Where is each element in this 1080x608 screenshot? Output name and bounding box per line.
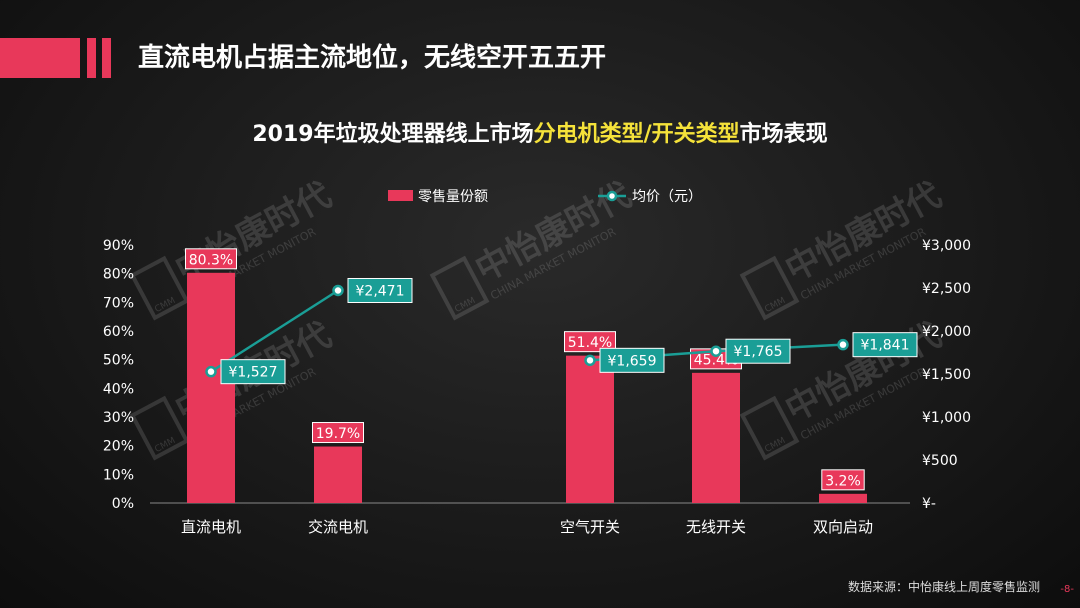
bar	[566, 355, 614, 503]
y-right-tick-label: ¥500	[922, 453, 958, 469]
legend-label-bar: 零售量份额	[418, 189, 488, 205]
bar-data-label-box	[564, 331, 616, 353]
title-accent-bar-stripe-2	[102, 38, 111, 78]
line-point	[332, 284, 344, 297]
watermark-logo-box	[739, 255, 800, 321]
legend-label-line: 均价（元）	[632, 189, 702, 205]
bar-data-label: 19.7%	[316, 426, 360, 442]
watermark-logo-box	[739, 395, 800, 461]
y-left-tick-label: 60%	[103, 324, 134, 340]
line-point	[584, 354, 596, 367]
legend-swatch-bar	[388, 190, 413, 201]
line-data-label: ¥1,527	[229, 365, 278, 381]
watermark-logo-box	[429, 255, 490, 321]
watermark-logo-box	[129, 395, 190, 461]
bar	[692, 372, 740, 503]
data-source-note: 数据来源：中怡康线上周度零售监测	[847, 580, 1040, 594]
bar	[187, 272, 235, 503]
chart-title: 2019年垃圾处理器线上市场分电机类型/开关类型市场表现	[0, 116, 1080, 148]
chart-title-part-2: 分电机类型/开关类型	[533, 122, 740, 147]
bar-data-label: 3.2%	[825, 473, 861, 489]
y-left-tick-label: 10%	[103, 467, 134, 483]
title-accent-bar-main	[0, 38, 80, 78]
y-left-tick-label: 90%	[103, 238, 134, 254]
y-right-tick-label: ¥-	[922, 496, 936, 512]
x-tick-label: 交流电机	[308, 518, 368, 536]
chart-title-part-3: 市场表现	[739, 122, 828, 147]
x-tick-label: 无线开关	[686, 518, 746, 536]
legend-swatch-point	[606, 190, 618, 202]
line-point	[710, 345, 722, 357]
y-left-tick-label: 70%	[103, 295, 134, 311]
page-number: -8-	[1060, 584, 1074, 595]
line-data-label-box	[599, 347, 665, 373]
y-left-tick-label: 20%	[103, 439, 134, 455]
bar	[819, 493, 867, 503]
y-right-tick-label: ¥2,000	[922, 324, 971, 340]
line-data-label: ¥1,659	[608, 353, 657, 369]
line-data-label-box	[725, 338, 791, 364]
line-data-label-box	[347, 277, 413, 303]
y-left-tick-label: 0%	[112, 496, 134, 512]
line-point	[205, 365, 217, 378]
line-data-label: ¥2,471	[356, 283, 405, 299]
y-left-tick-label: 40%	[103, 381, 134, 397]
line-series	[210, 289, 339, 373]
bar	[314, 446, 362, 503]
bar-data-label: 80.3%	[189, 252, 233, 268]
bar-data-label-box	[185, 248, 237, 270]
y-right-tick-label: ¥2,500	[922, 281, 971, 297]
line-data-label-box	[852, 332, 918, 358]
line-data-label: ¥1,765	[734, 344, 783, 360]
y-right-tick-label: ¥3,000	[922, 238, 971, 254]
page-title: 直流电机占据主流地位，无线空开五五开	[138, 43, 607, 73]
line-data-label: ¥1,841	[861, 338, 910, 354]
bar-data-label-box	[312, 422, 364, 444]
y-left-tick-label: 30%	[103, 410, 134, 426]
chart-title-part-1: 2019年垃圾处理器线上市场	[252, 122, 534, 147]
x-tick-label: 双向启动	[813, 518, 873, 536]
y-right-tick-label: ¥1,500	[922, 367, 971, 383]
y-left-tick-label: 80%	[103, 267, 134, 283]
bar-data-label-box	[821, 469, 865, 491]
y-left-tick-label: 50%	[103, 353, 134, 369]
title-accent-bar-stripe-1	[87, 38, 96, 78]
x-tick-label: 直流电机	[181, 518, 241, 536]
line-point	[837, 338, 849, 351]
line-data-label-box	[220, 359, 286, 385]
y-right-tick-label: ¥1,000	[922, 410, 971, 426]
bar-data-label: 51.4%	[568, 335, 612, 351]
watermark-logo-box	[129, 255, 190, 321]
x-tick-label: 空气开关	[560, 518, 620, 536]
